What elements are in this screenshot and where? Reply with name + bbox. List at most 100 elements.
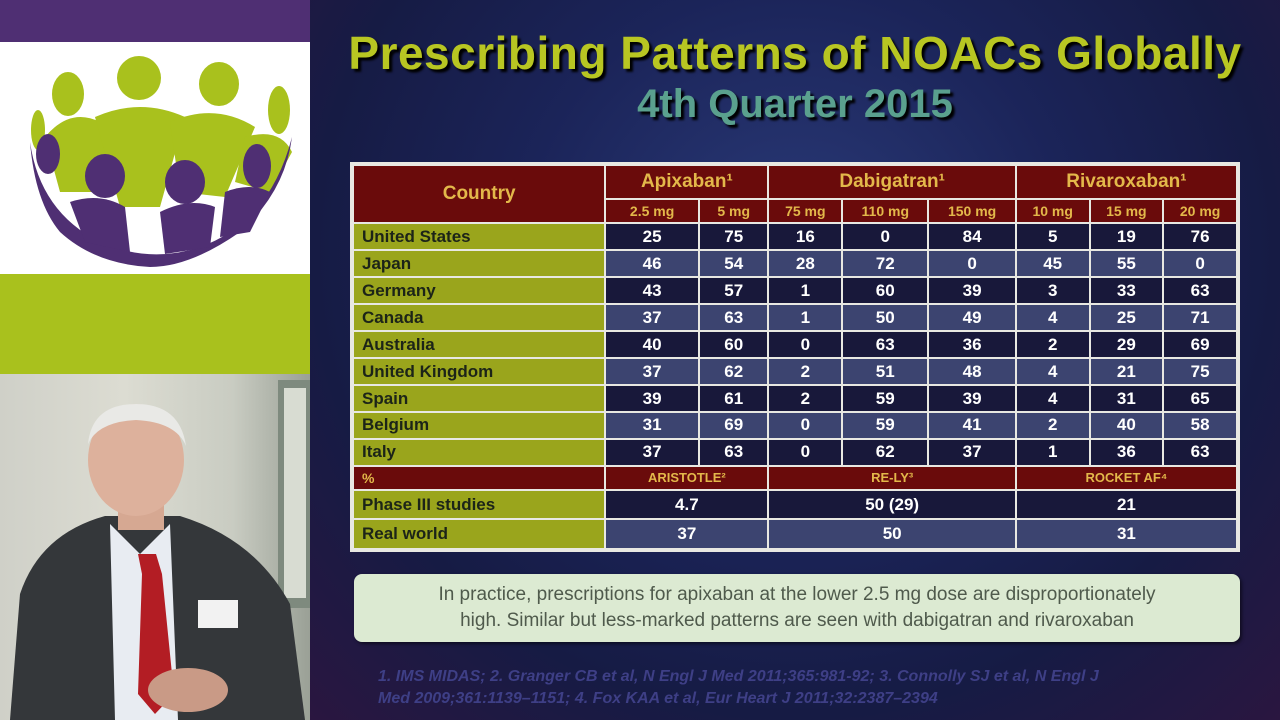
prescribing-table: Country Apixaban¹ Dabigatran¹ Rivaroxaba… (350, 162, 1240, 552)
data-rows: United States 25 75 16 0 84 5 19 76 Japan 46 54 28 72… (354, 224, 1236, 465)
table-cell: 45 (1016, 251, 1089, 277)
table-cell: 36 (929, 332, 1015, 358)
table-row: United Kingdom 37 62 2 51 48 4 21 75 (354, 359, 1236, 385)
dose-header: 10 mg (1016, 200, 1089, 223)
references: 1. IMS MIDAS; 2. Granger CB et al, N Eng… (378, 666, 1258, 710)
table-cell: 51 (843, 359, 928, 385)
table-cell: 71 (1164, 305, 1236, 331)
table-cell: 76 (1164, 224, 1236, 250)
study-header-rocket-af: ROCKET AF⁴ (1016, 466, 1236, 489)
dose-header: 2.5 mg (606, 200, 698, 223)
table-cell: 37 (606, 520, 768, 548)
table-cell: 84 (929, 224, 1015, 250)
table-cell: 25 (606, 224, 698, 250)
table-row: Spain 39 61 2 59 39 4 31 65 (354, 386, 1236, 412)
table-cell: 40 (606, 332, 698, 358)
presentation-slide: Prescribing Patterns of NOACs Globally 4… (310, 0, 1280, 720)
dose-header: 75 mg (769, 200, 842, 223)
country-cell: Australia (354, 332, 605, 358)
table-cell: 39 (929, 386, 1015, 412)
table-cell: 37 (606, 305, 698, 331)
row-label: Phase III studies (354, 490, 605, 519)
table-cell: 50 (29) (769, 490, 1015, 519)
table-cell: 75 (699, 224, 768, 250)
table-row: Germany 43 57 1 60 39 3 33 63 (354, 278, 1236, 304)
table-cell: 43 (606, 278, 698, 304)
table-cell: 28 (769, 251, 842, 277)
dose-header: 15 mg (1090, 200, 1163, 223)
country-cell: Canada (354, 305, 605, 331)
table-cell: 31 (606, 413, 698, 438)
table-cell: 59 (843, 386, 928, 412)
table-cell: 39 (606, 386, 698, 412)
table-cell: 4 (1016, 359, 1089, 385)
dose-header: 5 mg (699, 200, 768, 223)
table-cell: 0 (843, 224, 928, 250)
table-cell: 54 (699, 251, 768, 277)
table-cell: 69 (699, 413, 768, 438)
table-cell: 3 (1016, 278, 1089, 304)
table-cell: 0 (1164, 251, 1236, 277)
drug-header-apixaban: Apixaban¹ (606, 166, 768, 199)
table-cell: 69 (1164, 332, 1236, 358)
table-cell: 63 (1164, 439, 1236, 465)
table-cell: 2 (1016, 413, 1089, 438)
drug-header-rivaroxaban: Rivaroxaban¹ (1016, 166, 1236, 199)
table-cell: 37 (606, 439, 698, 465)
table-cell: 62 (699, 359, 768, 385)
table-row: Italy 37 63 0 62 37 1 36 63 (354, 439, 1236, 465)
table-cell: 4 (1016, 386, 1089, 412)
table-cell: 57 (699, 278, 768, 304)
table-cell: 1 (769, 305, 842, 331)
table-cell: 1 (1016, 439, 1089, 465)
table-cell: 4.7 (606, 490, 768, 519)
speaker-figure-icon (10, 380, 310, 720)
table-cell: 0 (929, 251, 1015, 277)
table-cell: 50 (769, 520, 1015, 548)
logo-area (0, 42, 310, 274)
table-cell: 16 (769, 224, 842, 250)
table-cell: 75 (1164, 359, 1236, 385)
slide-title: Prescribing Patterns of NOACs Globally (348, 27, 1242, 79)
study-header-aristotle: ARISTOTLE² (606, 466, 768, 489)
country-cell: Germany (354, 278, 605, 304)
table-row: Canada 37 63 1 50 49 4 25 71 (354, 305, 1236, 331)
table-cell: 0 (769, 332, 842, 358)
drug-header-dabigatran: Dabigatran¹ (769, 166, 1015, 199)
country-cell: Belgium (354, 413, 605, 438)
row-label: Real world (354, 520, 605, 548)
table-cell: 63 (699, 439, 768, 465)
table-cell: 2 (769, 386, 842, 412)
table-cell: 61 (699, 386, 768, 412)
country-cell: Italy (354, 439, 605, 465)
table-cell: 5 (1016, 224, 1089, 250)
country-cell: Spain (354, 386, 605, 412)
table-cell: 59 (843, 413, 928, 438)
table-cell: 21 (1016, 490, 1236, 519)
table-row: Belgium 31 69 0 59 41 2 40 58 (354, 413, 1236, 438)
reference-line: Med 2009;361:1139–1151; 4. Fox KAA et al… (378, 690, 938, 707)
green-bar (0, 274, 310, 374)
country-cell: Japan (354, 251, 605, 277)
note-line: high. Similar but less-marked patterns a… (460, 610, 1134, 631)
table-cell: 41 (929, 413, 1015, 438)
table-cell: 60 (843, 278, 928, 304)
table-cell: 55 (1090, 251, 1163, 277)
table-cell: 65 (1164, 386, 1236, 412)
dose-header: 110 mg (843, 200, 928, 223)
reference-line: 1. IMS MIDAS; 2. Granger CB et al, N Eng… (378, 668, 1099, 685)
dose-header: 150 mg (929, 200, 1015, 223)
table-row: United States 25 75 16 0 84 5 19 76 (354, 224, 1236, 250)
table-cell: 25 (1090, 305, 1163, 331)
table-cell: 1 (769, 278, 842, 304)
country-cell: United States (354, 224, 605, 250)
table-cell: 0 (769, 413, 842, 438)
table-cell: 4 (1016, 305, 1089, 331)
table-cell: 48 (929, 359, 1015, 385)
table-cell: 29 (1090, 332, 1163, 358)
table-cell: 46 (606, 251, 698, 277)
country-cell: United Kingdom (354, 359, 605, 385)
note-line: In practice, prescriptions for apixaban … (438, 584, 1156, 605)
table-row: Phase III studies 4.7 50 (29) 21 (354, 490, 1236, 519)
table-cell: 19 (1090, 224, 1163, 250)
